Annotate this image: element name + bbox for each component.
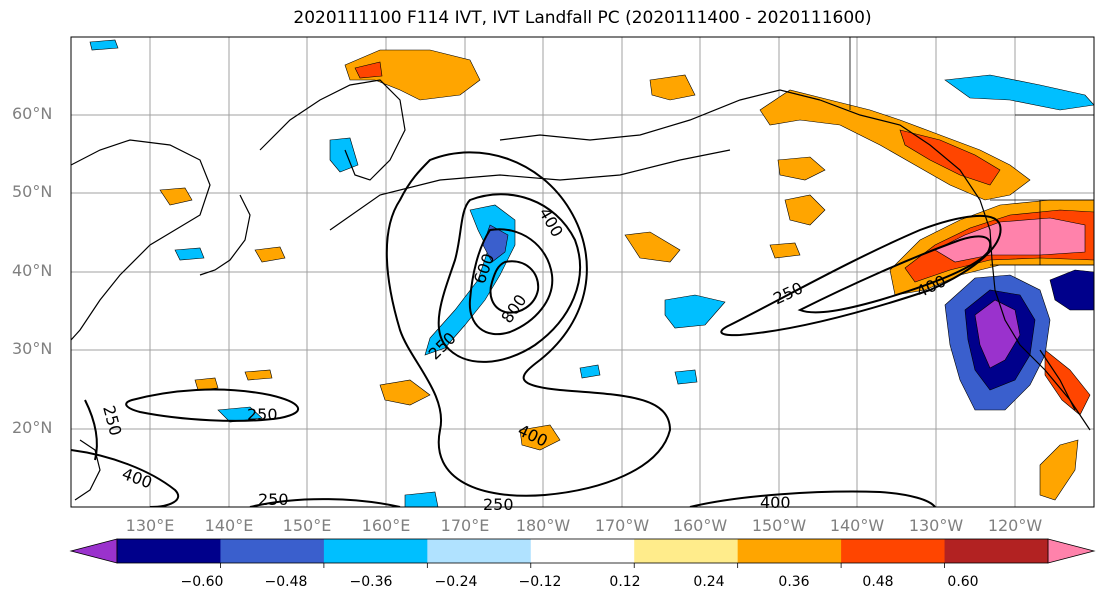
coastline-aleutians [329, 149, 731, 231]
positive-region-landfall-pink [934, 217, 1086, 263]
lat-label: 60°N [12, 104, 53, 123]
lon-label: 130°E [125, 516, 175, 535]
lat-label: 20°N [12, 418, 53, 437]
positive-patch-10 [244, 369, 273, 381]
lon-label: 170°W [594, 516, 650, 535]
lat-label: 50°N [12, 182, 53, 201]
positive-patch-3 [777, 156, 826, 181]
negative-patch-6 [89, 39, 119, 51]
contour-label: 400 [760, 493, 791, 512]
contour-ivt-600-central [468, 228, 554, 336]
negative-patch-4 [174, 247, 205, 261]
contour-ivt-250-central [385, 151, 672, 497]
lon-label: 130°W [908, 516, 964, 535]
contour-ivt-800-central [489, 260, 540, 314]
colorbar-box [220, 539, 325, 563]
contour-label: 250 [247, 405, 278, 424]
colorbar-box [841, 539, 946, 563]
colorbar-extend-max [1047, 538, 1096, 564]
lon-label: 180°W [515, 516, 571, 535]
lon-label: 120°W [987, 516, 1043, 535]
positive-patch-5 [379, 379, 431, 406]
lon-label: 150°W [751, 516, 807, 535]
positive-patch-7 [159, 187, 193, 206]
positive-patch-4 [649, 74, 696, 101]
positive-region-south [1039, 439, 1079, 501]
positive-patch-8 [254, 246, 286, 263]
colorbar-box [737, 539, 842, 563]
anomaly-shading [89, 39, 1094, 507]
contour-label: 250 [483, 495, 514, 514]
coastline-baja [1039, 349, 1076, 411]
colorbar-tick-label: 0.60 [947, 574, 979, 590]
negative-patch-3 [217, 406, 263, 423]
contour-ivt-250-west-edge [84, 399, 98, 461]
negative-region-east [1049, 269, 1094, 311]
colorbar-box [944, 539, 1049, 563]
colorbar-box [634, 539, 739, 563]
lat-label: 40°N [12, 261, 53, 280]
colorbar [69, 538, 1096, 568]
contour-label: 250 [258, 490, 289, 509]
positive-patch-2 [784, 194, 826, 226]
ivt-contours [71, 151, 1002, 507]
colorbar-box [427, 539, 532, 563]
colorbar-tick-label: 0.12 [609, 574, 641, 590]
colorbar-box [530, 539, 635, 563]
colorbar-box [117, 539, 221, 563]
lon-label: 160°E [361, 516, 411, 535]
positive-patch-11 [194, 377, 219, 391]
coastline-alaska [499, 89, 821, 141]
contour-ivt-250-east [720, 214, 1002, 337]
colorbar-outline [116, 538, 1049, 564]
contour-ivt-400-south [71, 449, 180, 507]
coastline-kamchatka [259, 79, 406, 181]
colorbar-tick-label: 0.48 [862, 574, 894, 590]
lon-label: 150°E [282, 516, 332, 535]
colorbar-box [323, 539, 428, 563]
contour-ivt-400-southeast [689, 490, 936, 507]
negative-patch-5 [579, 364, 601, 379]
lon-label: 160°W [672, 516, 728, 535]
contour-ivt-250-west [125, 388, 300, 422]
contour-ivt-400-central [437, 193, 581, 363]
positive-region-bering-core [354, 61, 383, 79]
positive-patch-9 [769, 242, 801, 259]
negative-region-canada [944, 74, 1094, 111]
positive-patch-1 [624, 231, 681, 263]
colorbar-tick-label: 0.24 [693, 574, 725, 590]
colorbar-tick-label: −0.48 [264, 574, 308, 590]
negative-patch-7 [674, 369, 698, 385]
borders [849, 37, 1094, 266]
colorbar-tick-label: −0.60 [180, 574, 224, 590]
contour-ivt-400-east [797, 235, 992, 314]
coastline-japan [199, 194, 251, 276]
colorbar-tick-label: −0.24 [434, 574, 478, 590]
colorbar-extend-min [69, 538, 118, 564]
negative-patch-2 [664, 294, 726, 329]
lon-label: 170°E [440, 516, 490, 535]
colorbar-tick-label: 0.36 [778, 574, 810, 590]
map-title: 2020111100 F114 IVT, IVT Landfall PC (20… [293, 8, 872, 28]
lon-label: 140°W [829, 516, 885, 535]
contour-ivt-250-south [249, 498, 401, 507]
negative-patch-8 [404, 491, 439, 507]
colorbar-tick-label: −0.12 [518, 574, 562, 590]
lon-label: 140°E [204, 516, 254, 535]
coastline-east-asia [71, 139, 211, 341]
colorbar-tick-label: −0.36 [349, 574, 393, 590]
map-border [70, 36, 1095, 508]
lat-label: 30°N [12, 339, 53, 358]
positive-patch-6 [519, 424, 561, 451]
positive-region-alaska-core [899, 129, 1001, 186]
coastline-philippines [74, 439, 101, 501]
